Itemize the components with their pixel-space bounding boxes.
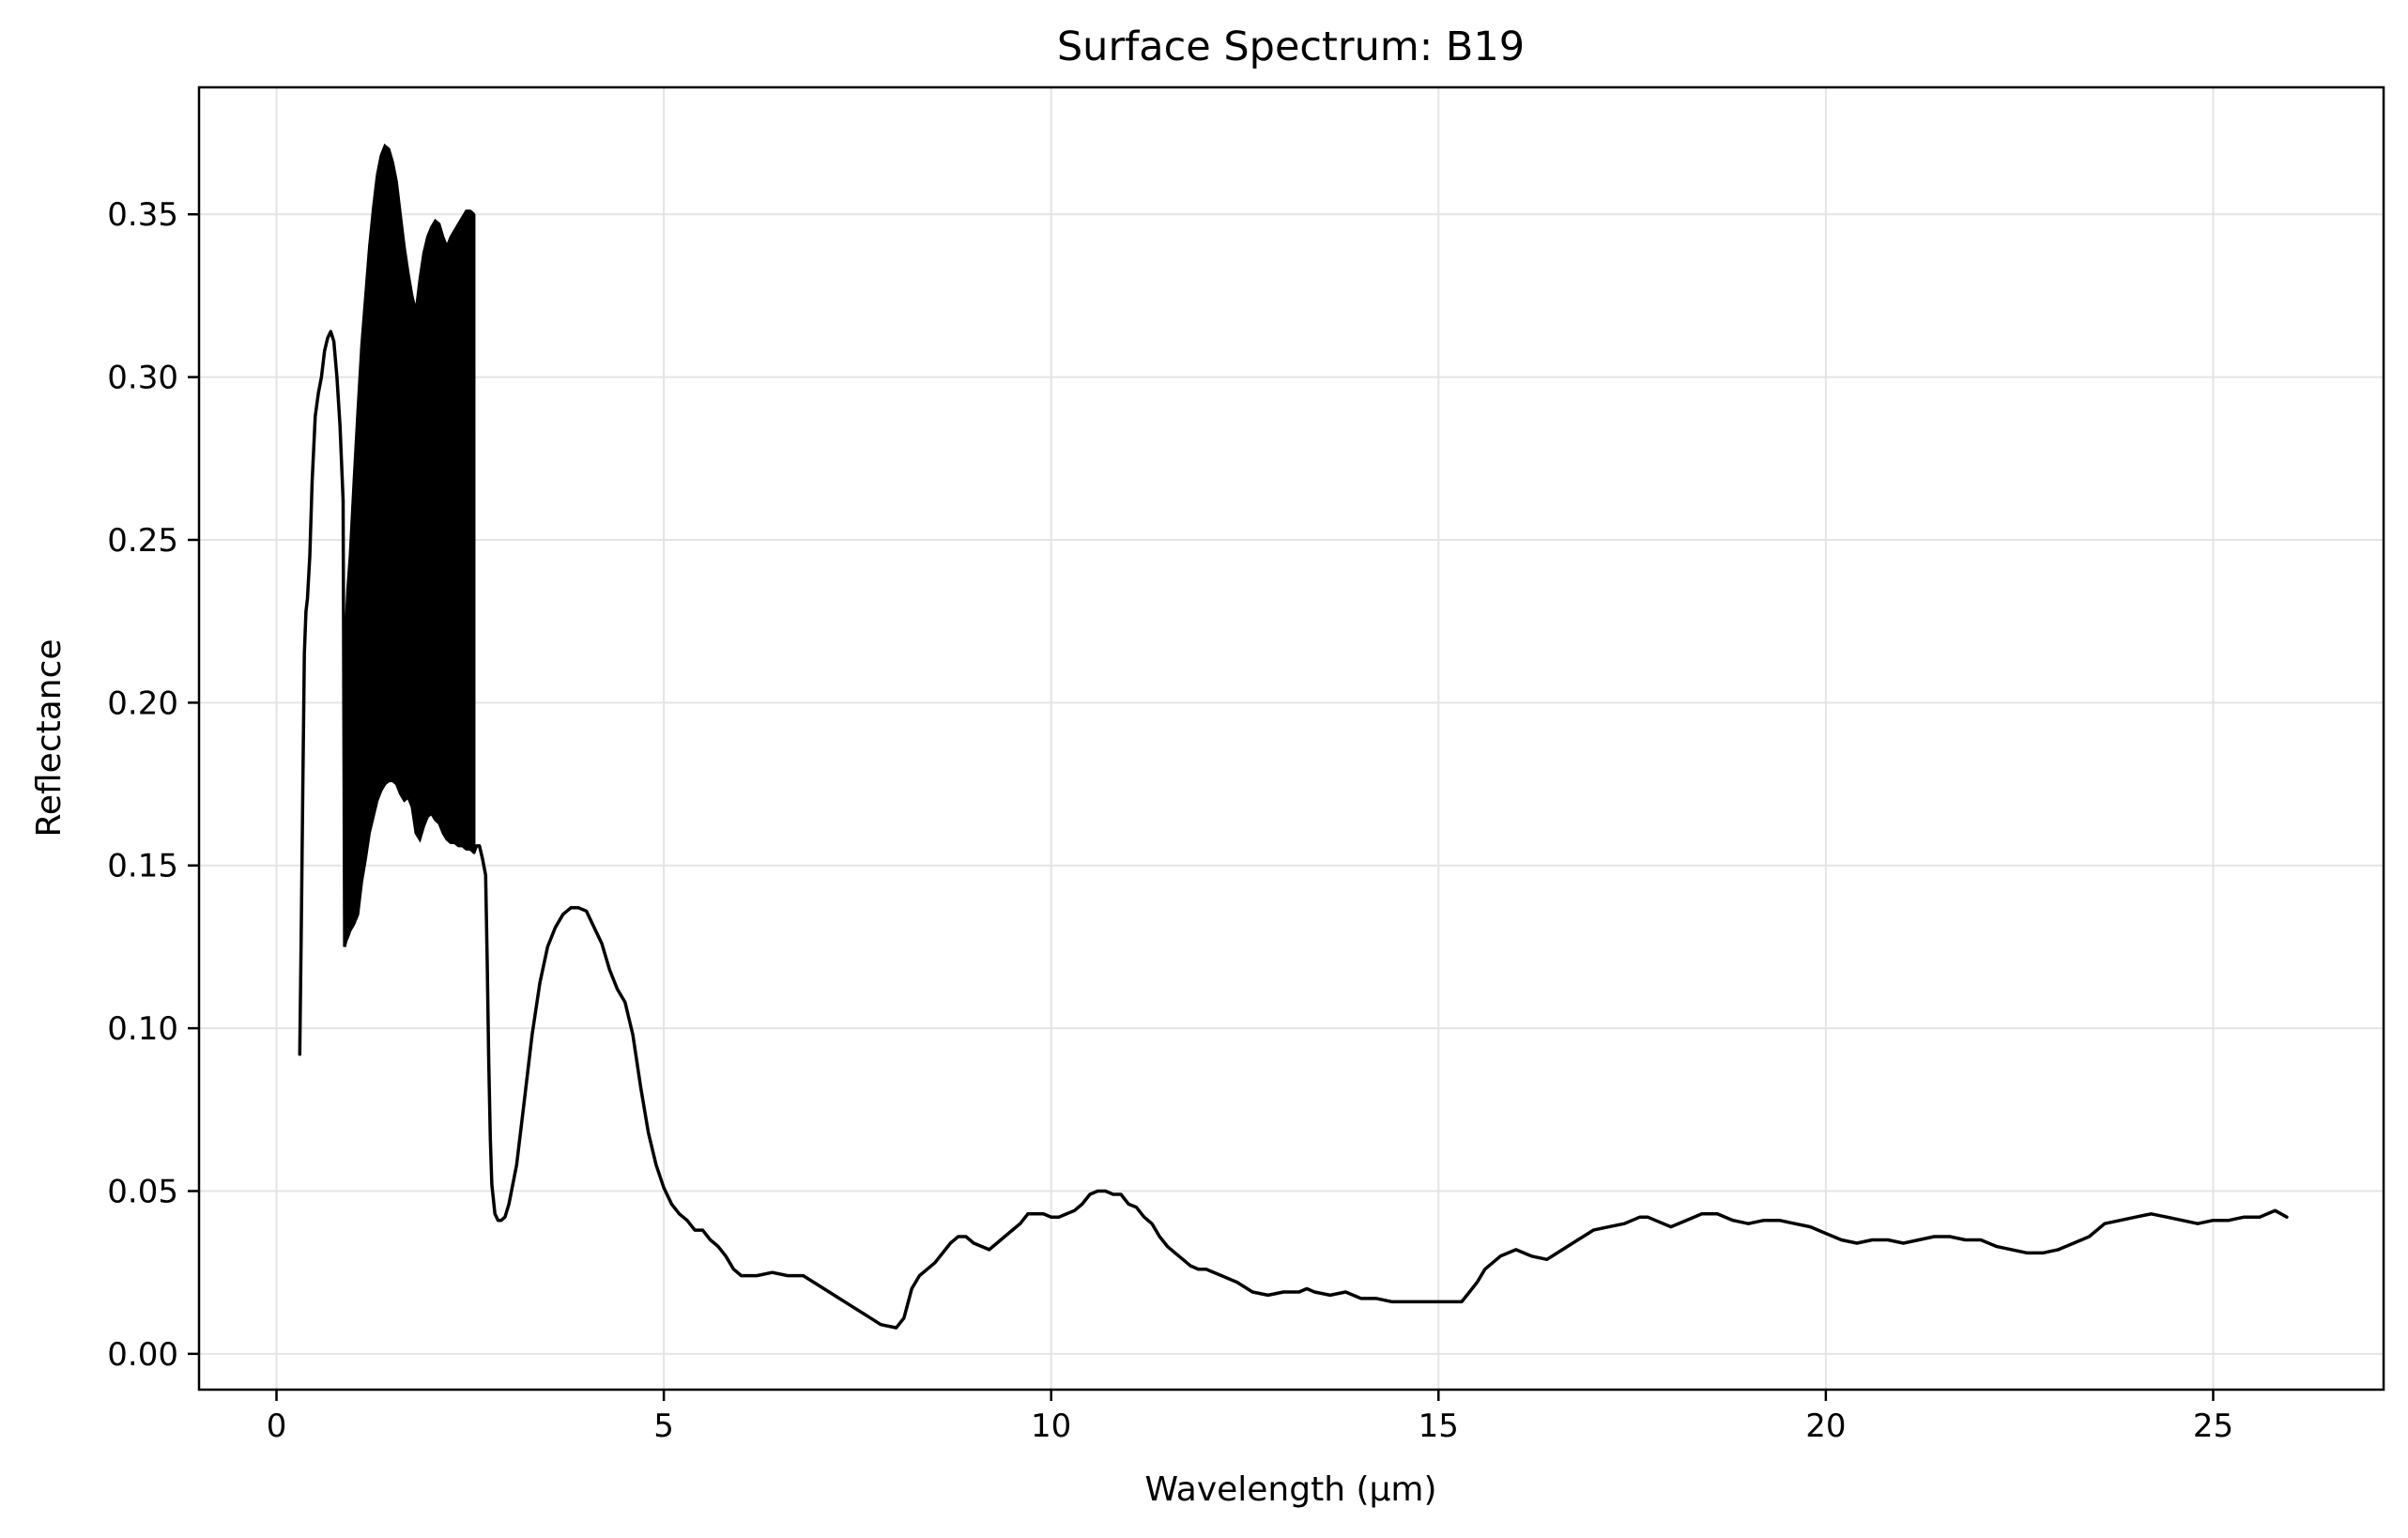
y-tick-label: 0.35 bbox=[107, 196, 178, 234]
spectrum-line bbox=[298, 330, 345, 1056]
x-tick-label: 15 bbox=[1419, 1407, 1459, 1445]
x-axis-label: Wavelength (µm) bbox=[1144, 1470, 1436, 1509]
plot-frame bbox=[197, 85, 2385, 1392]
y-axis-label: Reflectance bbox=[30, 638, 69, 837]
y-tick-label: 0.30 bbox=[107, 360, 178, 397]
x-tick-label: 5 bbox=[653, 1407, 674, 1445]
y-tick-label: 0.25 bbox=[107, 522, 178, 560]
y-tick-label: 0.15 bbox=[107, 848, 178, 885]
grid-lines bbox=[199, 87, 2384, 1390]
x-tick-label: 20 bbox=[1805, 1407, 1846, 1445]
y-tick-label: 0.20 bbox=[107, 684, 178, 722]
spectrum-band-lower-edge bbox=[343, 779, 475, 947]
y-tick-label: 0.05 bbox=[107, 1173, 178, 1210]
y-tick-label: 0.00 bbox=[107, 1336, 178, 1374]
x-tick-label: 0 bbox=[267, 1407, 287, 1445]
axis-ticks: 0 5 10 15 20 25 0.00 0.05 0.10 0.15 0.20 0.25 0.30 0.… bbox=[107, 196, 2233, 1445]
spectrum-series bbox=[298, 143, 2289, 1330]
spectrum-line bbox=[472, 844, 2289, 1330]
y-tick-label: 0.10 bbox=[107, 1010, 178, 1048]
spectrum-band-upper-edge bbox=[343, 143, 475, 654]
x-tick-label: 10 bbox=[1031, 1407, 1071, 1445]
spectrum-connector bbox=[341, 500, 346, 947]
chart-title: Surface Spectrum: B19 bbox=[1057, 23, 1525, 70]
x-tick-label: 25 bbox=[2193, 1407, 2233, 1445]
